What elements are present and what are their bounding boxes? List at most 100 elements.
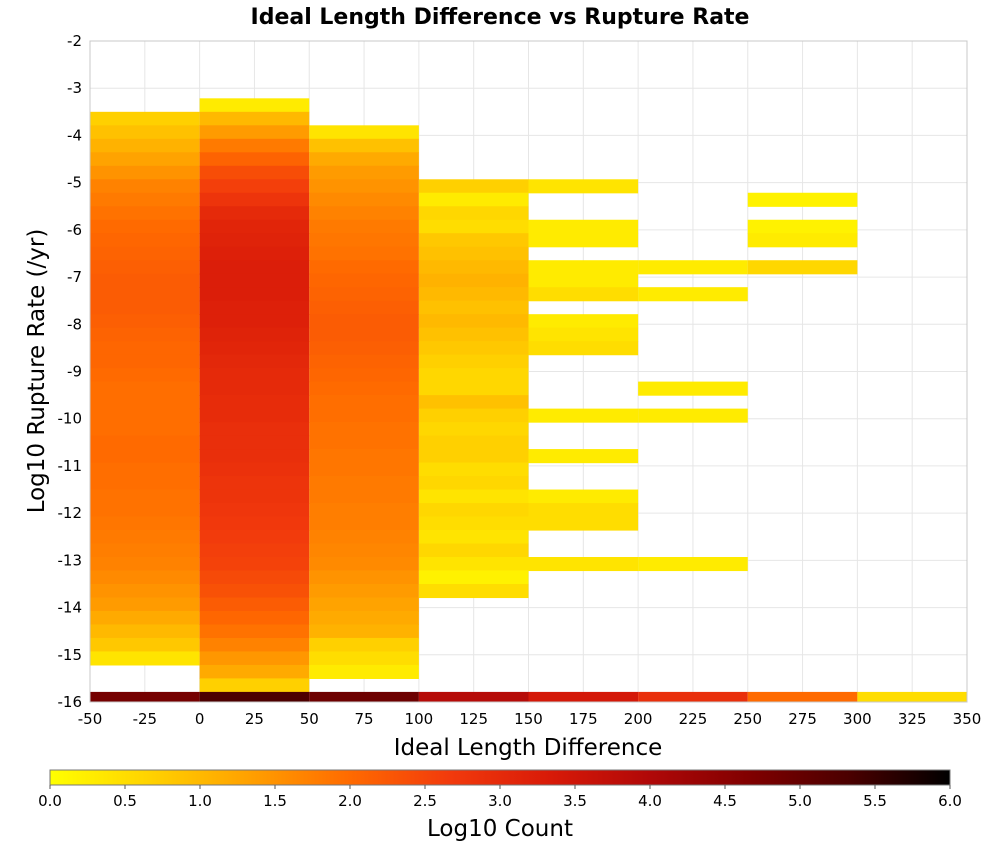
heatmap-cell [418,489,529,504]
heatmap-cell [90,624,200,639]
colorbar-tick-label: 3.5 [563,792,587,810]
heatmap-cell [309,300,419,315]
heatmap-cell [418,422,529,437]
heatmap-cell [90,314,200,329]
heatmap-cell [528,341,639,356]
heatmap-cell [309,503,419,518]
heatmap-cell [309,165,419,180]
heatmap-cell [528,273,639,288]
heatmap-cell [199,138,310,153]
heatmap-cell [199,354,310,369]
heatmap-cell [199,408,310,423]
heatmap-bottom-cell [418,691,529,702]
heatmap-cell [90,516,200,531]
heatmap-cell [90,476,200,491]
heatmap-cell [309,557,419,572]
x-axis-label: Ideal Length Difference [394,735,663,761]
heatmap-cell [747,233,858,248]
heatmap-cell [199,381,310,396]
heatmap-cell [418,557,529,572]
heatmap-cell [528,503,639,518]
heatmap-cell [309,597,419,612]
y-tick-label: -9 [67,363,82,381]
colorbar-tick-label: 4.0 [638,792,662,810]
heatmap-cell [309,637,419,653]
colorbar-tick-label: 6.0 [938,792,962,810]
heatmap-cell [638,260,748,275]
x-tick-label: -25 [133,710,158,728]
heatmap-cell [309,138,419,153]
heatmap-cell [638,287,748,302]
colorbar-ticks: 0.0 0.5 1.0 1.5 2.0 2.5 3.0 3.5 4.0 4.5 5.0 5.5 6.0 [38,785,962,810]
heatmap-cell [90,543,200,558]
heatmap-cell [638,557,748,572]
plot-area-border [89,40,968,703]
x-tick-label: 325 [898,710,927,728]
heatmap-cell [199,610,310,626]
heatmap-cell [199,489,310,504]
heatmap-cell [309,476,419,491]
heatmap-bottom-cell [309,691,419,702]
x-tick-label: 275 [788,710,817,728]
heatmap-cell [90,260,200,275]
heatmap-cell [199,327,310,342]
heatmap-bottom-cell [857,691,968,702]
heatmap-cell [90,165,200,180]
heatmap-cell [418,476,529,491]
heatmap-cell [309,422,419,437]
x-tick-label: 200 [624,710,653,728]
heatmap-cell [199,422,310,437]
heatmap-cell [90,395,200,410]
heatmap-cell [418,300,529,315]
heatmap-cell [418,246,529,261]
heatmap-cell [199,462,310,477]
heatmap-cell [90,381,200,396]
heatmap-cell [90,489,200,504]
heatmap-cell [199,637,310,653]
heatmap-cell [528,260,639,275]
heatmap-cell [418,287,529,302]
heatmap-cell [90,408,200,423]
heatmap-cell [309,354,419,369]
heatmap-cell [199,192,310,207]
heatmap-cell [90,341,200,356]
heatmap-cell [199,583,310,599]
heatmap-cell [528,557,639,572]
heatmap-cell [90,449,200,464]
heatmap-cell [90,219,200,234]
heatmap-cell [309,462,419,477]
heatmap-cell [418,503,529,518]
heatmap-cell [90,530,200,545]
heatmap-cell [418,341,529,356]
heatmap-cell [199,206,310,221]
heatmap-bottom-cell [199,691,310,702]
heatmap-cell [199,341,310,356]
heatmap-cell [199,557,310,572]
heatmap-cell [309,381,419,396]
heatmap-cell [528,408,639,423]
heatmap-cell [309,368,419,383]
heatmap-cell [199,165,310,180]
x-tick-label: 350 [953,710,982,728]
heatmap-cell [309,206,419,221]
heatmap-cell [418,583,529,599]
colorbar-tick-label: 5.5 [863,792,887,810]
heatmap-cell [309,610,419,626]
y-axis-label: Log10 Rupture Rate (/yr) [24,229,50,514]
colorbar-tick-label: 0.5 [113,792,137,810]
heatmap-cell [309,408,419,423]
heatmap-cell [418,233,529,248]
y-tick-label: -13 [58,551,83,569]
heatmap-cell [638,408,748,423]
heatmap-cell [309,543,419,558]
y-tick-label: -4 [67,126,82,144]
colorbar-gradient [50,770,950,785]
heatmap-cell [309,260,419,275]
heatmap-cell [199,300,310,315]
heatmap-cell [199,152,310,167]
heatmap-cell [309,233,419,248]
heatmap-cell [90,206,200,221]
heatmap-cell [90,637,200,653]
heatmap-cell [528,287,639,302]
heatmap-cell [90,503,200,518]
